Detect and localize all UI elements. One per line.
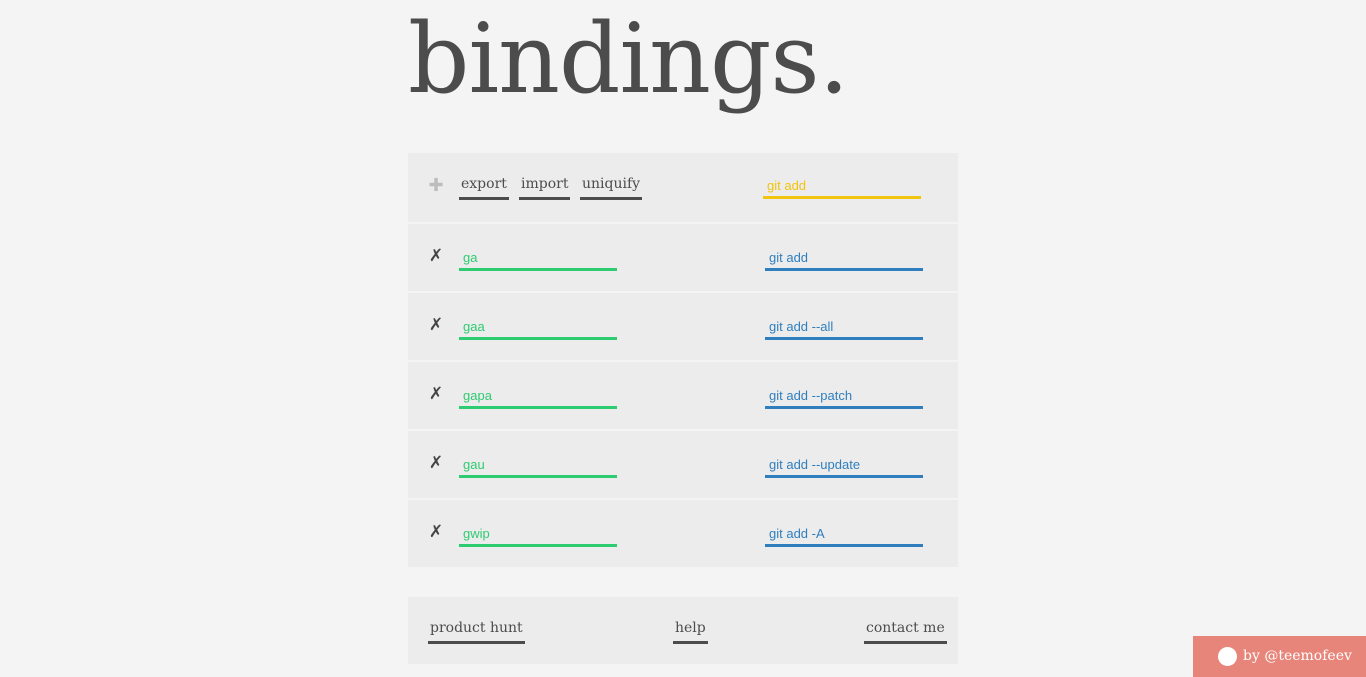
remove-icon[interactable]: ✗ [428,315,444,335]
page-title: bindings. [408,3,849,115]
alias-input[interactable]: gaa [459,316,617,340]
binding-row: ✗ gapa git add --patch [408,360,958,429]
command-input[interactable]: git add -A [765,523,923,547]
alias-input[interactable]: gau [459,454,617,478]
alias-input[interactable]: gapa [459,385,617,409]
remove-icon[interactable]: ✗ [428,384,444,404]
avatar [1218,647,1237,666]
alias-input[interactable]: ga [459,247,617,271]
binding-row: ✗ gaa git add --all [408,291,958,360]
plus-icon[interactable]: ✚ [428,175,444,196]
command-input[interactable]: git add --update [765,454,923,478]
command-input[interactable]: git add --all [765,316,923,340]
remove-icon[interactable]: ✗ [428,453,444,473]
contact-link[interactable]: contact me [864,620,947,644]
binding-row: ✗ gau git add --update [408,429,958,498]
binding-row: ✗ ga git add [408,222,958,291]
product-hunt-link[interactable]: product hunt [428,620,525,644]
toolbar: ✚ export import uniquify git add [408,153,958,222]
author-credit-link[interactable]: by @teemofeev [1193,636,1366,677]
filter-input[interactable]: git add [763,175,921,199]
credit-text: by @teemofeev [1243,648,1352,664]
export-button[interactable]: export [459,176,509,200]
uniquify-button[interactable]: uniquify [580,176,643,200]
command-input[interactable]: git add --patch [765,385,923,409]
help-link[interactable]: help [673,620,708,644]
binding-row: ✗ gwip git add -A [408,498,958,567]
remove-icon[interactable]: ✗ [428,522,444,542]
import-button[interactable]: import [519,176,571,200]
footer: product hunt help contact me [408,597,958,664]
remove-icon[interactable]: ✗ [428,246,444,266]
alias-input[interactable]: gwip [459,523,617,547]
command-input[interactable]: git add [765,247,923,271]
